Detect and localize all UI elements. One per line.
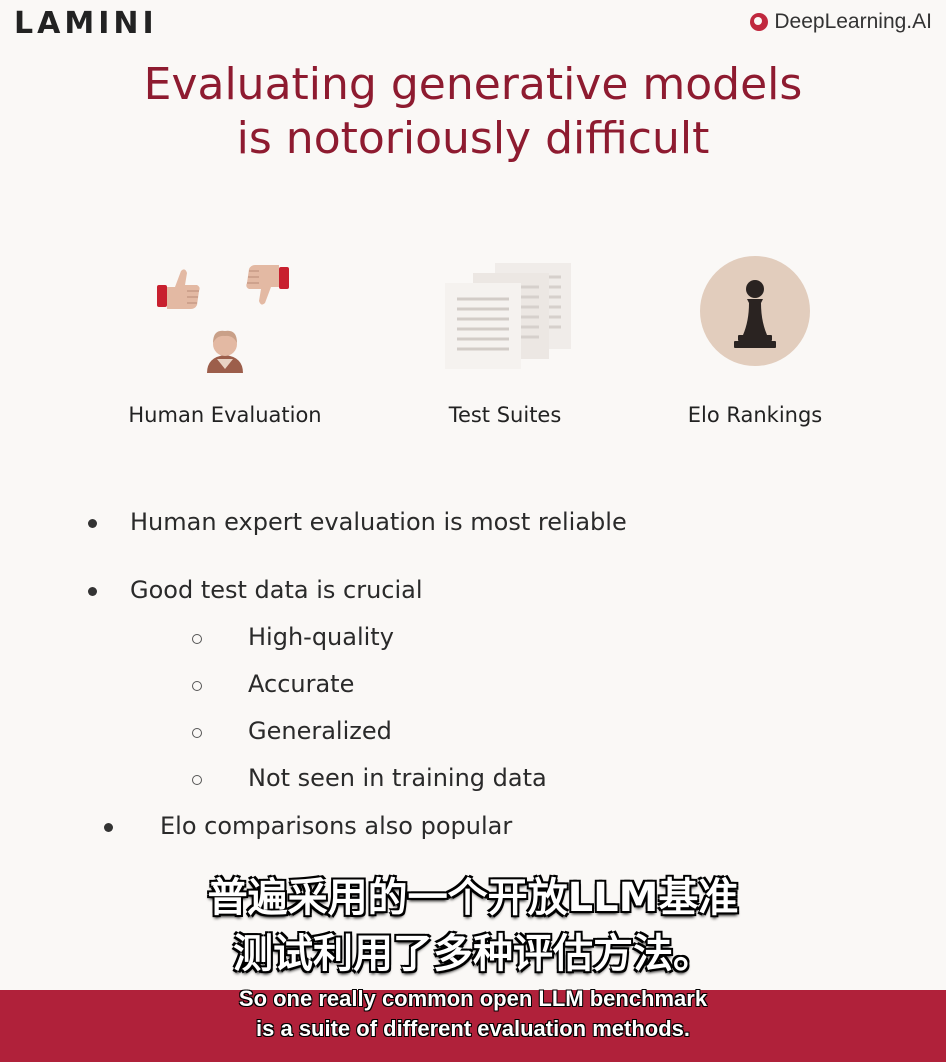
subtitle-en-line-1: So one really common open LLM benchmark (238, 986, 708, 1011)
bullet-dot-icon (104, 823, 113, 832)
subtitle-band (0, 990, 946, 1062)
deeplearning-logo: DeepLearning.AI (750, 10, 932, 34)
subbullet-generalized: Generalized (248, 717, 392, 745)
title-line-2: is notoriously difficult (236, 113, 710, 164)
bullet-ring-icon (192, 634, 202, 644)
person-icon (207, 330, 243, 373)
deeplearning-wordmark: DeepLearning.AI (774, 10, 932, 33)
documents-icon (445, 263, 571, 369)
thumbs-up-icon (157, 269, 200, 309)
bullet-dot-icon (88, 587, 97, 596)
bullet-test-data: Good test data is crucial (130, 576, 423, 604)
lamini-logo: LAMINI (14, 6, 158, 41)
title-line-1: Evaluating generative models (143, 59, 803, 110)
card-test-suites: Test Suites (375, 255, 635, 455)
card-label: Elo Rankings (687, 403, 823, 427)
subtitle-chinese: 普遍采用的一个开放LLM基准 测试利用了多种评估方法。 (0, 870, 946, 982)
thumbs-and-person-icon (157, 265, 289, 373)
subtitle-english: So one really common open LLM benchmark … (0, 984, 946, 1044)
bullet-dot-icon (88, 519, 97, 528)
document-front-icon (445, 283, 521, 369)
pawn-shape (734, 280, 776, 348)
bullet-ring-icon (192, 775, 202, 785)
subbullet-accurate: Accurate (248, 670, 355, 698)
card-elo-rankings: Elo Rankings (625, 255, 885, 455)
slide-title: Evaluating generative models is notoriou… (0, 58, 946, 166)
thumbs-down-icon (246, 265, 289, 305)
bullet-ring-icon (192, 728, 202, 738)
card-label: Test Suites (448, 403, 562, 427)
card-human-evaluation: Human Evaluation (95, 255, 355, 455)
subtitle-cn-line-1: 普遍采用的一个开放LLM基准 (207, 875, 739, 921)
chess-pawn-icon (700, 256, 810, 366)
bullet-elo-comparisons: Elo comparisons also popular (160, 812, 513, 840)
card-label: Human Evaluation (128, 403, 322, 427)
bullet-human-expert: Human expert evaluation is most reliable (130, 508, 627, 536)
subtitle-cn-line-2: 测试利用了多种评估方法。 (233, 931, 713, 977)
bullet-ring-icon (192, 681, 202, 691)
subbullet-high-quality: High-quality (248, 623, 394, 651)
subtitle-en-line-2: is a suite of different evaluation metho… (256, 1016, 690, 1041)
subbullet-not-seen: Not seen in training data (248, 764, 547, 792)
deeplearning-mark-icon (750, 13, 769, 31)
